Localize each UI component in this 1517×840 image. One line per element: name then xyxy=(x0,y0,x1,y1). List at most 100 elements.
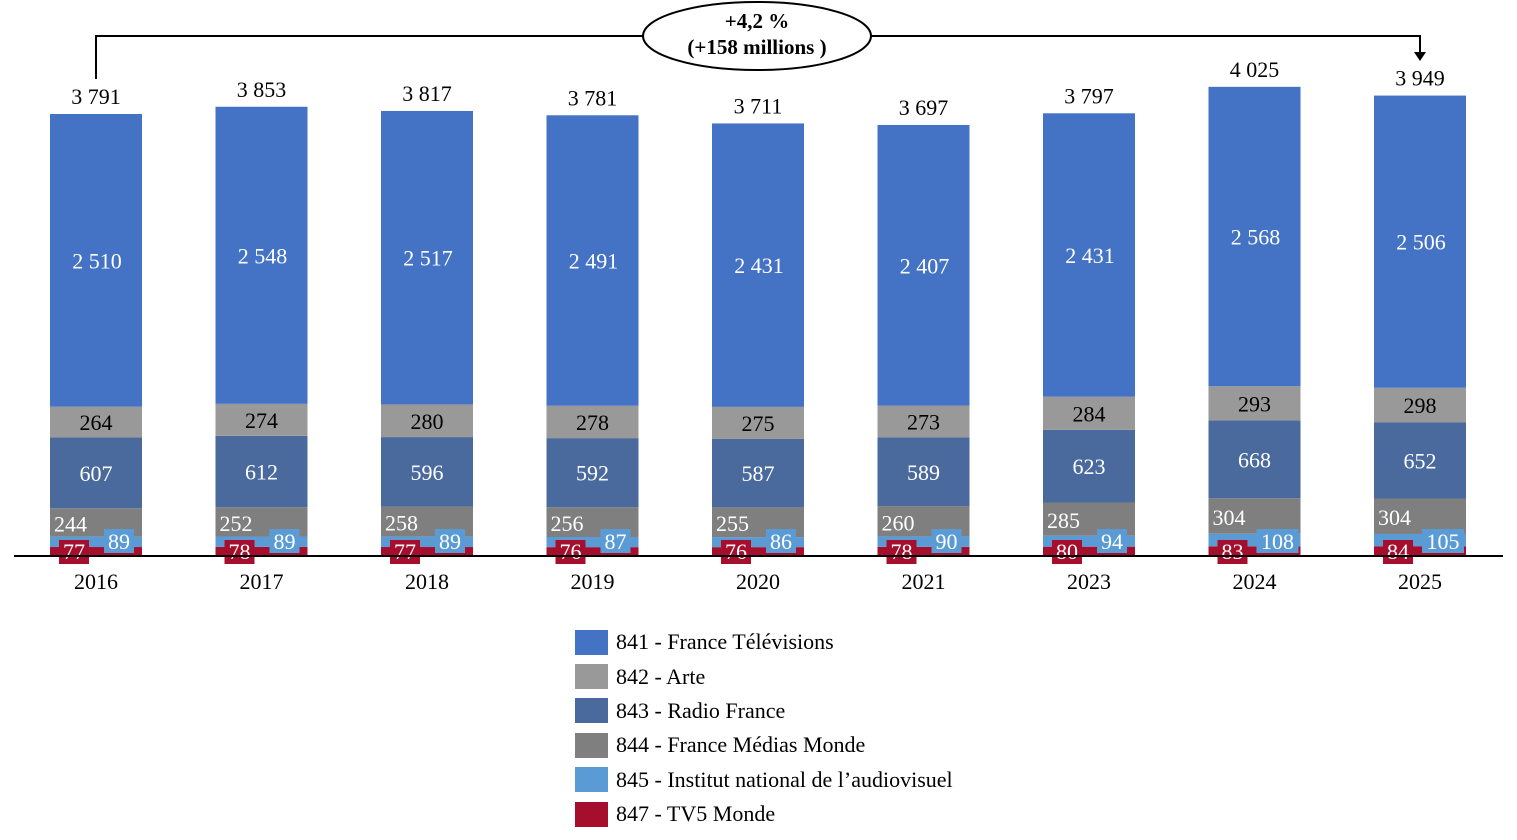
label-box xyxy=(224,540,255,564)
data-label: 2 491 xyxy=(569,248,619,273)
data-label: 607 xyxy=(80,461,113,486)
data-label: 3 797 xyxy=(1064,83,1114,108)
data-label: 2 431 xyxy=(1065,243,1115,268)
bar-segment xyxy=(381,437,473,507)
bar-segment xyxy=(215,403,308,436)
bar-segment xyxy=(546,438,639,508)
bar-segment xyxy=(546,547,639,556)
label-box xyxy=(1052,540,1082,564)
data-label: 252 xyxy=(220,511,253,536)
label-box xyxy=(555,540,586,564)
bar-segment xyxy=(215,106,308,404)
bar-segment xyxy=(877,536,970,547)
data-label: 90 xyxy=(936,529,958,554)
data-label: 3 791 xyxy=(71,84,121,109)
data-label: 264 xyxy=(80,410,113,435)
bar-segment xyxy=(712,123,804,407)
data-label: 2018 xyxy=(405,569,449,594)
bar-segment xyxy=(1374,498,1466,534)
label-box xyxy=(721,540,751,564)
data-label: 2 517 xyxy=(403,246,453,271)
label-box xyxy=(1217,540,1248,564)
data-label: 94 xyxy=(1101,529,1123,554)
bar-segment xyxy=(1043,546,1135,556)
data-label: 2 568 xyxy=(1231,225,1281,250)
bar-segment xyxy=(1374,387,1466,423)
label-box xyxy=(1256,529,1299,553)
bar-segment xyxy=(50,536,142,548)
data-label: 260 xyxy=(882,510,915,535)
legend-swatch xyxy=(575,664,608,690)
legend-item: 847 - TV5 Monde xyxy=(575,797,953,831)
data-label: 589 xyxy=(907,460,940,485)
annotation-amount: (+158 millions ) xyxy=(687,35,826,59)
bar-segment xyxy=(50,114,142,407)
bar-segment xyxy=(215,536,308,547)
bar-segment xyxy=(1043,535,1135,547)
data-label: 2020 xyxy=(736,569,780,594)
label-box xyxy=(435,529,465,553)
data-label: 2024 xyxy=(1233,569,1277,594)
bar-segment xyxy=(1208,386,1301,421)
bar-segment xyxy=(712,547,804,556)
label-box xyxy=(886,540,917,564)
data-label: 304 xyxy=(1213,505,1246,530)
data-label: 80 xyxy=(1056,539,1078,564)
label-box xyxy=(766,529,796,553)
data-label: 255 xyxy=(716,511,749,536)
bar-segment xyxy=(1374,95,1466,388)
legend: 841 - France Télévisions 842 - Arte 843 - … xyxy=(575,625,953,831)
legend-swatch xyxy=(575,732,608,758)
bar-segment xyxy=(1043,429,1135,503)
data-label: 89 xyxy=(108,529,130,554)
legend-item: 843 - Radio France xyxy=(575,694,953,728)
label-box xyxy=(59,540,89,564)
data-label: 2 506 xyxy=(1396,230,1446,255)
arrow-head-icon xyxy=(1414,52,1426,61)
bar-segment xyxy=(546,115,639,406)
data-label: 285 xyxy=(1047,508,1080,533)
data-label: 4 025 xyxy=(1230,57,1280,82)
data-label: 596 xyxy=(411,460,444,485)
legend-label: 847 - TV5 Monde xyxy=(616,801,776,827)
bar-segment xyxy=(877,437,970,507)
data-label: 587 xyxy=(742,461,775,486)
data-label: 105 xyxy=(1427,529,1460,554)
data-label: 258 xyxy=(385,511,418,536)
label-box xyxy=(390,540,420,564)
bar-segment xyxy=(50,406,142,438)
legend-label: 841 - France Télévisions xyxy=(616,629,834,655)
label-box xyxy=(1422,529,1464,553)
legend-label: 843 - Radio France xyxy=(616,697,786,723)
legend-swatch xyxy=(575,767,608,793)
bar-segment xyxy=(50,437,142,509)
data-label: 2 548 xyxy=(238,243,288,268)
bar-segment xyxy=(50,547,142,556)
bar-segment xyxy=(877,546,970,556)
bar-segment xyxy=(1208,420,1301,499)
data-label: 278 xyxy=(576,410,609,435)
legend-item: 841 - France Télévisions xyxy=(575,625,953,659)
data-label: 89 xyxy=(274,529,296,554)
label-box xyxy=(931,529,962,553)
data-label: 273 xyxy=(907,410,940,435)
bar-segment xyxy=(215,546,308,556)
label-box xyxy=(1383,540,1413,564)
data-label: 592 xyxy=(576,461,609,486)
data-label: 77 xyxy=(63,539,85,564)
bar-segment xyxy=(381,547,473,556)
data-label: 2019 xyxy=(571,569,615,594)
data-label: 274 xyxy=(245,408,278,433)
data-label: 256 xyxy=(551,511,584,536)
data-label: 87 xyxy=(605,529,627,554)
bar-segment xyxy=(712,537,804,548)
data-label: 89 xyxy=(439,529,461,554)
data-label: 76 xyxy=(560,539,582,564)
data-label: 668 xyxy=(1238,447,1271,472)
bar-segment xyxy=(381,110,473,405)
bar-segment xyxy=(1208,498,1301,534)
data-label: 83 xyxy=(1222,539,1244,564)
bar-segment xyxy=(546,536,639,548)
data-label: 3 853 xyxy=(237,77,287,102)
data-label: 3 817 xyxy=(402,81,452,106)
